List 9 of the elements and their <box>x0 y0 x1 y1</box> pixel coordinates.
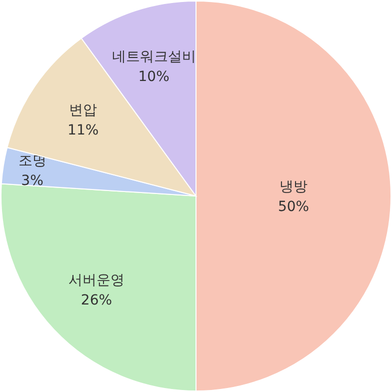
data-label: 26% <box>80 292 112 308</box>
data-label: 11% <box>68 122 99 138</box>
slice-label: 네트워크설비 <box>112 49 196 66</box>
slice-label: 변압 <box>69 102 98 118</box>
slice-label: 냉방 <box>280 179 308 195</box>
data-label: 10% <box>138 69 170 86</box>
data-label: 3% <box>21 173 44 190</box>
slice-label: 서버운영 <box>68 272 124 288</box>
data-label: 50% <box>278 199 310 215</box>
